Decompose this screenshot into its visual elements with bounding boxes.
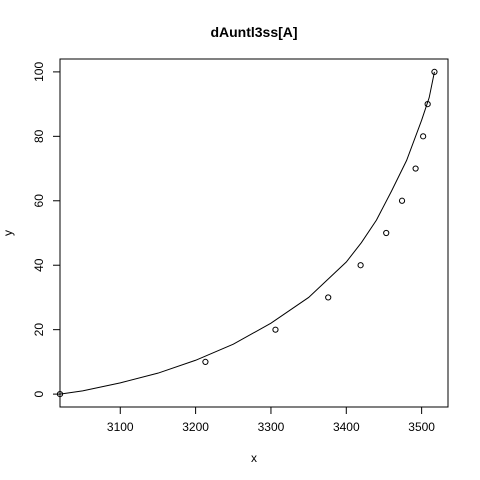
data-point	[357, 262, 364, 269]
data-point	[202, 358, 209, 365]
x-tick-label: 3400	[333, 420, 360, 434]
y-tick-label: 20	[32, 323, 46, 337]
y-tick-label: 0	[32, 390, 46, 397]
data-point	[424, 101, 431, 108]
y-axis-label: y	[1, 230, 15, 236]
x-tick-label: 3200	[182, 420, 209, 434]
x-tick-label: 3300	[258, 420, 285, 434]
y-tick-label: 40	[32, 258, 46, 272]
data-point	[383, 229, 390, 237]
data-points	[56, 68, 438, 398]
x-axis-label: x	[251, 451, 257, 465]
data-point	[420, 133, 427, 140]
fitted-curve	[59, 71, 435, 395]
data-point	[431, 68, 438, 75]
y-tick-label: 100	[32, 62, 46, 82]
data-point	[56, 391, 64, 398]
x-axis: 3100 3200 3300 3400 3500	[107, 407, 435, 434]
x-tick-label: 3100	[107, 420, 134, 434]
data-point	[412, 165, 419, 172]
y-axis: 0 20 40 60 80 100	[32, 62, 60, 397]
y-tick-label: 60	[32, 194, 46, 208]
data-point	[398, 197, 406, 204]
plot-frame	[59, 58, 449, 408]
x-tick-label: 3500	[408, 420, 435, 434]
y-tick-label: 80	[32, 129, 46, 143]
chart-title: dAuntl3ss[A]	[210, 24, 297, 40]
data-point	[272, 326, 279, 333]
data-point	[325, 294, 332, 301]
